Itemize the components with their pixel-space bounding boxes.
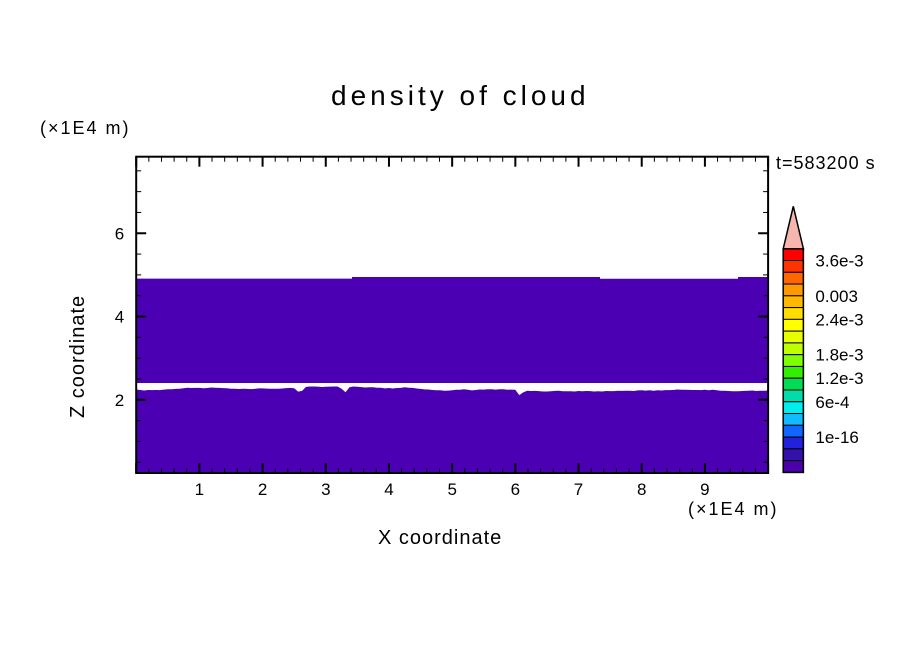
svg-text:3: 3 bbox=[321, 480, 330, 499]
svg-text:0.003: 0.003 bbox=[815, 287, 858, 306]
svg-text:4: 4 bbox=[384, 480, 393, 499]
svg-text:2.4e-3: 2.4e-3 bbox=[815, 310, 863, 329]
svg-text:5: 5 bbox=[447, 480, 456, 499]
svg-text:6: 6 bbox=[115, 224, 124, 243]
svg-text:6e-4: 6e-4 bbox=[815, 393, 849, 412]
svg-text:1e-16: 1e-16 bbox=[815, 428, 858, 447]
svg-text:2: 2 bbox=[115, 391, 124, 410]
svg-text:4: 4 bbox=[115, 308, 124, 327]
svg-text:8: 8 bbox=[637, 480, 646, 499]
svg-text:2: 2 bbox=[258, 480, 267, 499]
svg-text:3.6e-3: 3.6e-3 bbox=[815, 252, 863, 271]
svg-text:9: 9 bbox=[700, 480, 709, 499]
svg-text:6: 6 bbox=[511, 480, 520, 499]
svg-text:1.2e-3: 1.2e-3 bbox=[815, 369, 863, 388]
svg-text:1.8e-3: 1.8e-3 bbox=[815, 346, 863, 365]
svg-text:1: 1 bbox=[195, 480, 204, 499]
svg-text:7: 7 bbox=[574, 480, 583, 499]
